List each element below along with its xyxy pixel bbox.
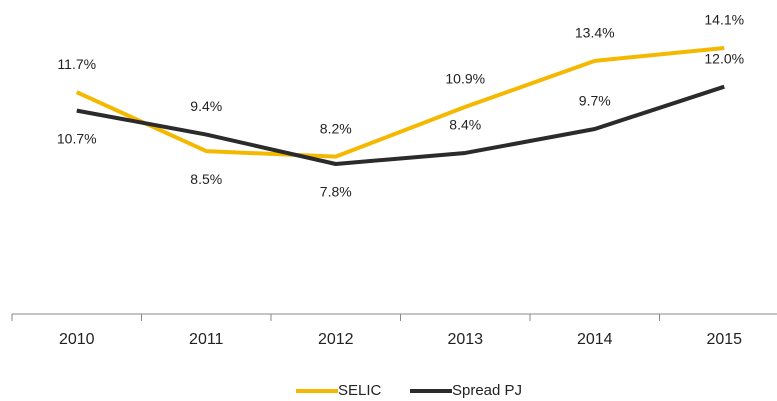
data-label: 11.7% — [57, 56, 96, 72]
data-label: 9.7% — [579, 93, 611, 109]
legend-item: Spread PJ — [410, 382, 522, 399]
x-tick-label: 2014 — [577, 331, 613, 348]
x-tick-label: 2011 — [189, 331, 224, 348]
data-label: 10.9% — [445, 71, 485, 87]
series-line — [76, 84, 725, 166]
x-tick-label: 2010 — [59, 331, 95, 348]
legend-text: SELIC — [338, 382, 382, 399]
data-label: 8.2% — [320, 120, 352, 136]
data-label: 10.7% — [57, 130, 97, 146]
data-label: 8.4% — [449, 117, 481, 133]
x-tick-label: 2015 — [706, 331, 742, 348]
x-tick-label: 2013 — [447, 331, 483, 348]
x-tick-label: 2012 — [318, 331, 354, 348]
legend-text: Spread PJ — [452, 382, 522, 399]
data-label: 9.4% — [190, 98, 222, 114]
legend-item: SELIC — [296, 382, 382, 399]
data-label: 8.5% — [190, 171, 222, 187]
data-label: 7.8% — [320, 184, 352, 200]
data-label: 14.1% — [704, 12, 744, 28]
series-line — [75, 46, 725, 159]
data-label: 13.4% — [575, 25, 615, 41]
data-label: 12.0% — [704, 50, 744, 66]
